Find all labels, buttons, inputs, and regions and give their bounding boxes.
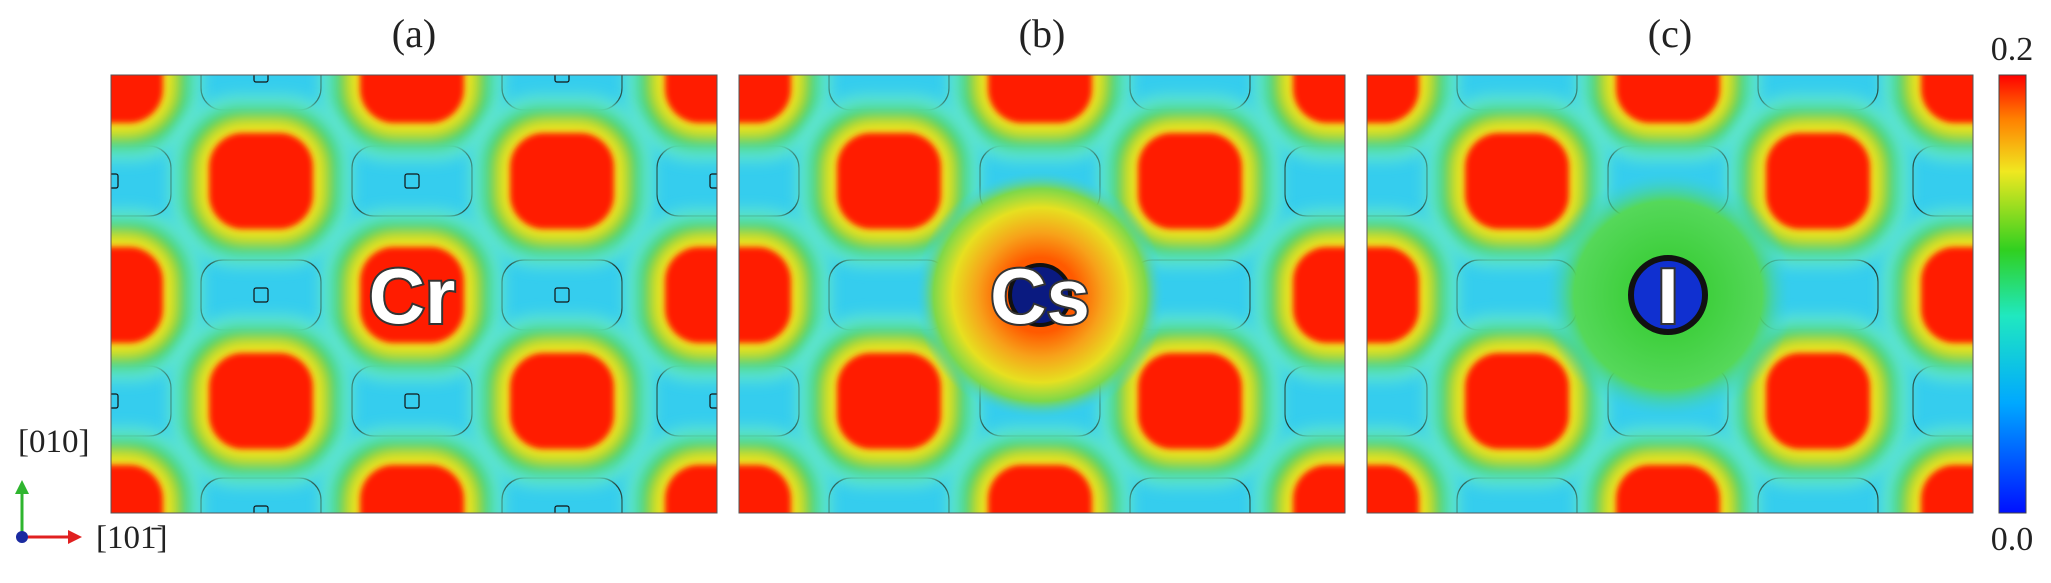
core <box>1766 133 1870 229</box>
core <box>988 75 1092 123</box>
atom-label: I <box>1657 252 1679 340</box>
contour <box>656 145 717 217</box>
core <box>209 353 313 449</box>
core <box>1367 465 1419 513</box>
core <box>510 133 614 229</box>
contour <box>404 173 420 189</box>
core <box>1367 75 1419 123</box>
colorbar-min: 0.0 <box>1991 521 2034 558</box>
core <box>665 75 717 123</box>
core <box>739 247 791 343</box>
core <box>739 75 791 123</box>
core <box>1138 353 1242 449</box>
core <box>360 247 464 343</box>
panel: I (c) <box>1366 11 1974 514</box>
contour <box>1284 365 1345 437</box>
colorbar-max: 0.2 <box>1991 31 2034 68</box>
panel-content <box>1367 75 1973 513</box>
contour <box>111 173 119 189</box>
contour <box>253 505 269 513</box>
core <box>665 247 717 343</box>
panel-label: (b) <box>1019 11 1066 56</box>
panel: Cs (b) <box>738 11 1346 514</box>
panel: Cr (a) <box>110 11 718 514</box>
core <box>111 247 163 343</box>
panel-content <box>111 75 717 513</box>
core <box>1293 75 1345 123</box>
core <box>1921 465 1973 513</box>
contour <box>111 393 119 409</box>
core <box>209 133 313 229</box>
core <box>111 465 163 513</box>
core <box>360 465 464 513</box>
core <box>1293 247 1345 343</box>
core <box>837 133 941 229</box>
core <box>665 465 717 513</box>
core <box>739 465 791 513</box>
core <box>1367 247 1419 343</box>
contour <box>1284 145 1345 217</box>
core <box>1766 353 1870 449</box>
axis-indicator <box>15 480 82 544</box>
core <box>1616 75 1720 123</box>
core <box>1921 247 1973 343</box>
core <box>1293 465 1345 513</box>
panel-border <box>738 74 1346 514</box>
contour <box>554 287 570 303</box>
core <box>988 465 1092 513</box>
core <box>510 353 614 449</box>
contour <box>554 505 570 513</box>
core <box>837 353 941 449</box>
contour <box>1912 145 1973 217</box>
contour <box>1912 365 1973 437</box>
atom-label: Cs <box>990 252 1090 340</box>
colorbar <box>1998 74 2027 514</box>
panel-border <box>1366 74 1974 514</box>
contour <box>253 75 269 83</box>
panel-label: (a) <box>392 11 436 56</box>
axis-label-vertical: [010] <box>18 424 89 460</box>
core <box>1465 133 1569 229</box>
contour <box>656 365 717 437</box>
atom-core <box>1008 263 1072 327</box>
core <box>111 75 163 123</box>
contour <box>404 393 420 409</box>
contour <box>554 75 570 83</box>
panel-border <box>110 74 718 514</box>
panel-label: (c) <box>1648 11 1692 56</box>
atom-label: Cr <box>369 252 456 340</box>
panel-content <box>739 75 1345 513</box>
contour <box>253 287 269 303</box>
core <box>1616 465 1720 513</box>
atom-core <box>1628 255 1708 335</box>
core <box>1138 133 1242 229</box>
axis-label-horizontal: [101̄] <box>96 520 167 556</box>
contour <box>709 173 717 189</box>
contour <box>709 393 717 409</box>
core <box>360 75 464 123</box>
core <box>1921 75 1973 123</box>
panels: Cr (a) Cs (b) I (c) <box>110 11 1974 514</box>
core <box>1465 353 1569 449</box>
